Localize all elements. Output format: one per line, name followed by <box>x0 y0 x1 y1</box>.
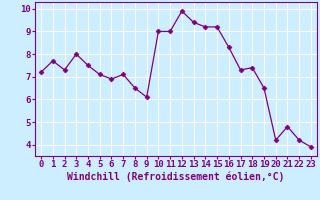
X-axis label: Windchill (Refroidissement éolien,°C): Windchill (Refroidissement éolien,°C) <box>67 172 285 182</box>
